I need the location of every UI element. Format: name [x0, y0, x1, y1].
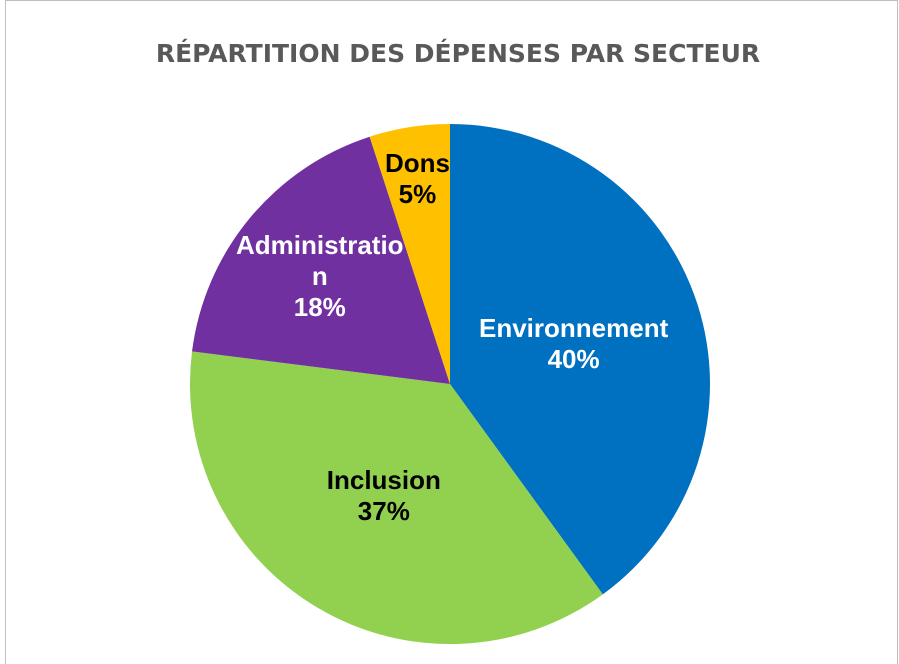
data-label-box: Dons 5% — [331, 114, 503, 244]
value-label: 5% — [398, 178, 437, 209]
chart-title: RÉPARTITION DES DÉPENSES PAR SECTEUR — [156, 39, 760, 68]
pie-slice — [450, 124, 710, 595]
value-label: 37% — [357, 495, 410, 526]
data-label-box: Inclusion 37% — [249, 431, 519, 561]
value-label: 40% — [547, 343, 600, 374]
category-label: Administration — [235, 229, 404, 291]
pie-slice — [189, 351, 603, 644]
pie-slice — [369, 124, 450, 384]
pie-slice — [192, 136, 450, 384]
category-label: Environnement — [479, 312, 669, 343]
data-label-box: Administration 18% — [234, 211, 406, 341]
data-label-box: Environnement 40% — [439, 279, 709, 409]
value-label: 18% — [293, 291, 346, 322]
category-label: Dons — [384, 147, 450, 178]
category-label: Inclusion — [326, 464, 441, 495]
